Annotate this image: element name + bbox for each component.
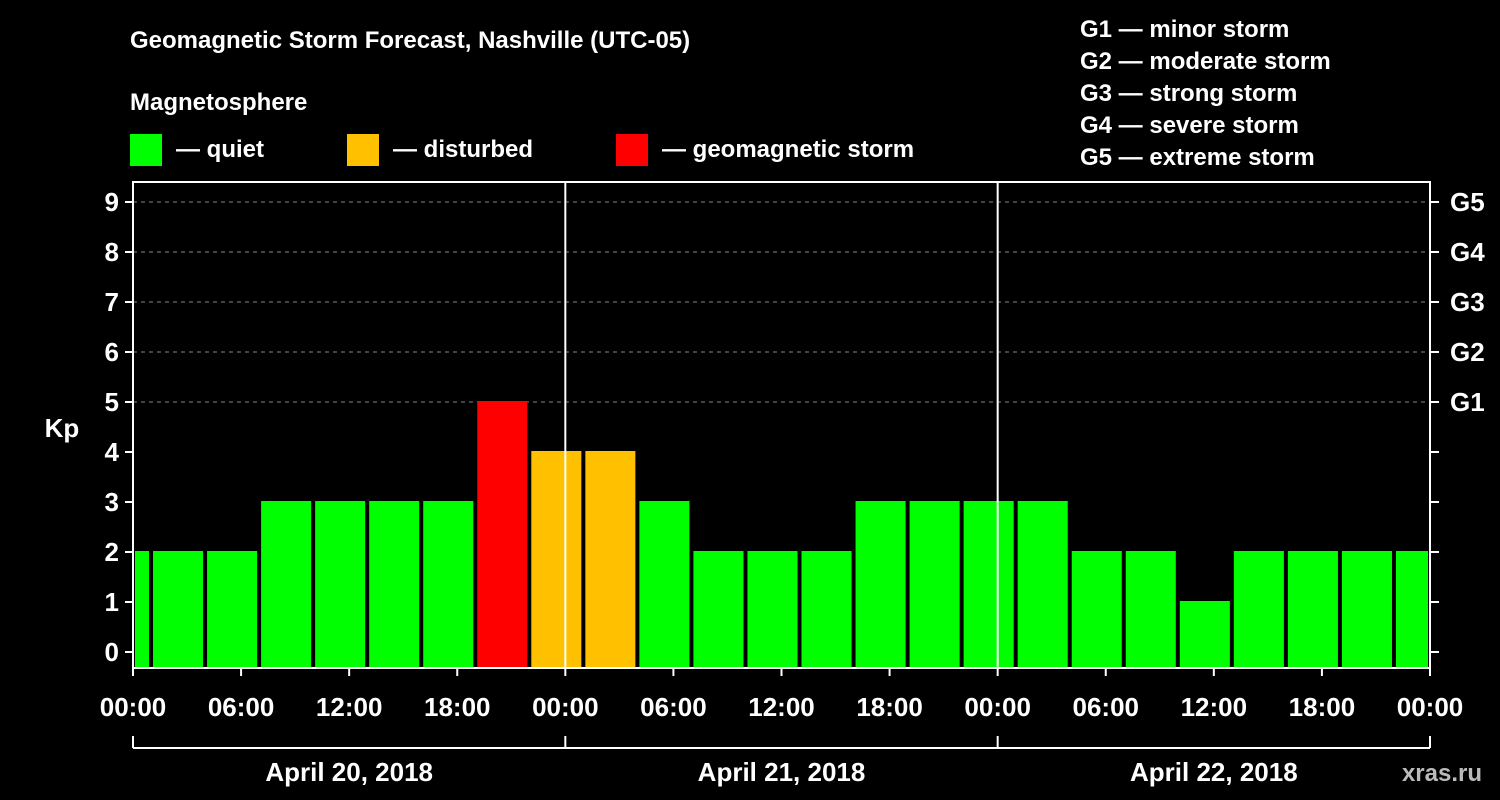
legend-label-1: — disturbed bbox=[393, 136, 533, 163]
bar-19 bbox=[1125, 551, 1176, 668]
bar-9 bbox=[585, 451, 636, 668]
legend-swatch-1 bbox=[347, 134, 379, 166]
x-tick-label: 12:00 bbox=[316, 692, 383, 722]
y-tick-label: 1 bbox=[105, 587, 119, 617]
storm-scale-item: G1 — minor storm bbox=[1080, 16, 1289, 43]
storm-scale-legend: G1 — minor storm G2 — moderate storm G3 — … bbox=[1080, 16, 1331, 171]
y-tick-label: 6 bbox=[105, 337, 119, 367]
bar-24 bbox=[1395, 551, 1428, 668]
y-tick-label: 3 bbox=[105, 487, 119, 517]
bar-18 bbox=[1071, 551, 1122, 668]
day-label: April 22, 2018 bbox=[1130, 757, 1298, 787]
bar-20 bbox=[1179, 601, 1230, 668]
right-tick-label: G2 bbox=[1450, 337, 1485, 367]
bar-16 bbox=[963, 501, 1014, 668]
x-tick-label: 00:00 bbox=[100, 692, 167, 722]
storm-scale-item: G3 — strong storm bbox=[1080, 80, 1297, 107]
right-tick-label: G1 bbox=[1450, 387, 1485, 417]
bar-6 bbox=[423, 501, 474, 668]
legend-title: Magnetosphere bbox=[130, 89, 307, 116]
bar-17 bbox=[1017, 501, 1068, 668]
x-tick-label: 12:00 bbox=[1181, 692, 1248, 722]
x-tick-label: 18:00 bbox=[856, 692, 923, 722]
x-tick-label: 06:00 bbox=[640, 692, 707, 722]
x-tick-label: 00:00 bbox=[1397, 692, 1464, 722]
bar-22 bbox=[1287, 551, 1338, 668]
day-label: April 21, 2018 bbox=[698, 757, 866, 787]
grid bbox=[133, 201, 1430, 403]
bar-0 bbox=[135, 551, 150, 668]
x-tick-label: 18:00 bbox=[424, 692, 491, 722]
axes: 0 1 2 3 4 5 6 7 8 9 G1 G2 G3 G4 G5 00:00 06:00 12:00 18:00… bbox=[100, 181, 1485, 787]
y-tick-label: 0 bbox=[105, 637, 119, 667]
bar-series bbox=[135, 401, 1428, 668]
bar-13 bbox=[801, 551, 852, 668]
storm-scale-item: G5 — extreme storm bbox=[1080, 144, 1315, 171]
storm-scale-item: G4 — severe storm bbox=[1080, 112, 1299, 139]
legend-swatch-2 bbox=[616, 134, 648, 166]
watermark: xras.ru bbox=[1402, 760, 1482, 787]
x-tick-label: 06:00 bbox=[208, 692, 275, 722]
legend-label-0: — quiet bbox=[176, 136, 264, 163]
bar-11 bbox=[693, 551, 744, 668]
y-tick-label: 4 bbox=[105, 437, 120, 467]
legend: — quiet — disturbed — geomagnetic storm bbox=[130, 134, 914, 166]
bar-8 bbox=[531, 451, 582, 668]
bar-14 bbox=[855, 501, 906, 668]
bar-4 bbox=[315, 501, 366, 668]
bar-3 bbox=[261, 501, 312, 668]
y-tick-label: 9 bbox=[105, 187, 119, 217]
x-tick-label: 06:00 bbox=[1073, 692, 1140, 722]
bar-2 bbox=[207, 551, 258, 668]
bar-15 bbox=[909, 501, 960, 668]
y-tick-label: 8 bbox=[105, 237, 119, 267]
bar-23 bbox=[1341, 551, 1392, 668]
y-axis-label: Kp bbox=[45, 413, 80, 443]
legend-swatch-0 bbox=[130, 134, 162, 166]
day-label: April 20, 2018 bbox=[265, 757, 433, 787]
right-tick-label: G3 bbox=[1450, 287, 1485, 317]
right-tick-label: G5 bbox=[1450, 187, 1485, 217]
bar-1 bbox=[153, 551, 204, 668]
y-tick-label: 5 bbox=[105, 387, 119, 417]
bar-10 bbox=[639, 501, 690, 668]
x-tick-label: 18:00 bbox=[1289, 692, 1356, 722]
bar-7 bbox=[477, 401, 528, 668]
y-tick-label: 2 bbox=[105, 537, 119, 567]
y-tick-label: 7 bbox=[105, 287, 119, 317]
bar-12 bbox=[747, 551, 798, 668]
x-tick-label: 00:00 bbox=[964, 692, 1031, 722]
x-tick-label: 12:00 bbox=[748, 692, 815, 722]
x-tick-label: 00:00 bbox=[532, 692, 599, 722]
legend-label-2: — geomagnetic storm bbox=[662, 136, 914, 163]
bar-21 bbox=[1233, 551, 1284, 668]
chart-title: Geomagnetic Storm Forecast, Nashville (U… bbox=[130, 27, 690, 54]
bar-5 bbox=[369, 501, 420, 668]
storm-scale-item: G2 — moderate storm bbox=[1080, 48, 1331, 75]
right-tick-label: G4 bbox=[1450, 237, 1485, 267]
